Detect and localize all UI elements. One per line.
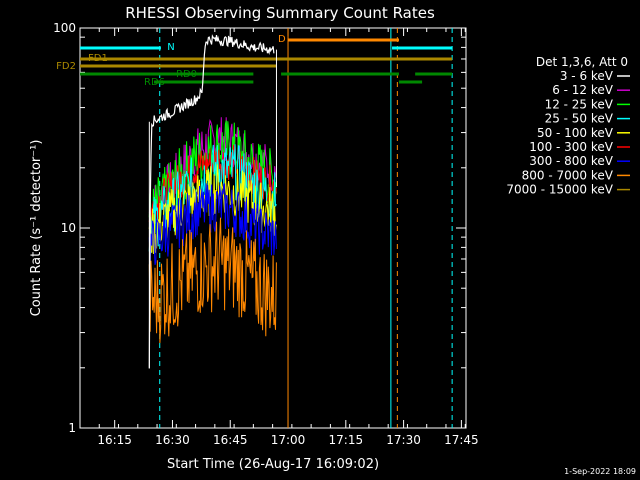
status-flags: N D FD1 FD2 RD0 RD6	[56, 28, 453, 428]
legend-label: 100 - 300 keV	[529, 140, 613, 154]
flag-label-fd1: FD1	[88, 53, 108, 64]
x-tick-label: 17:15	[329, 433, 364, 447]
flag-label-d: D	[278, 34, 286, 45]
x-tick-label: 17:45	[444, 433, 479, 447]
legend-label: 300 - 800 keV	[529, 154, 613, 168]
y-tick-label: 1	[68, 421, 76, 435]
legend-label: 12 - 25 keV	[545, 97, 614, 111]
legend-label: 3 - 6 keV	[560, 69, 614, 83]
x-axis-label: Start Time (26-Aug-17 16:09:02)	[167, 457, 379, 472]
chart-title: RHESSI Observing Summary Count Rates	[125, 4, 435, 22]
flag-label-n: N	[167, 42, 174, 53]
footer-date: 1-Sep-2022 18:09	[564, 467, 636, 476]
y-axis-label: Count Rate (s⁻¹ detector⁻¹)	[29, 140, 44, 317]
flag-label-rd6: RD6	[144, 77, 165, 88]
x-tick-label: 17:30	[386, 433, 421, 447]
x-tick-label: 16:45	[213, 433, 248, 447]
y-tick-label: 10	[61, 221, 76, 235]
legend-label: 25 - 50 keV	[545, 112, 614, 126]
flag-label-fd2: FD2	[56, 61, 76, 72]
legend-label: 6 - 12 keV	[552, 83, 614, 97]
series-line-800-7000-kev	[148, 217, 277, 344]
flag-label-rd0: RD0	[176, 69, 197, 80]
legend-label: 50 - 100 keV	[537, 126, 614, 140]
x-tick-label: 16:15	[97, 433, 132, 447]
data-series	[148, 34, 277, 369]
legend-label: 800 - 7000 keV	[522, 168, 614, 182]
series-line-3-6-kev	[148, 34, 275, 369]
x-tick-label: 16:30	[155, 433, 190, 447]
legend-label: 7000 - 15000 keV	[506, 183, 613, 197]
legend-header: Det 1,3,6, Att 0	[536, 55, 628, 69]
axis-ticks: 16:15 16:30 16:45 17:00 17:15 17:30 17:45 1 10 10…	[53, 21, 479, 447]
x-tick-label: 17:00	[271, 433, 306, 447]
y-tick-label: 100	[53, 21, 76, 35]
